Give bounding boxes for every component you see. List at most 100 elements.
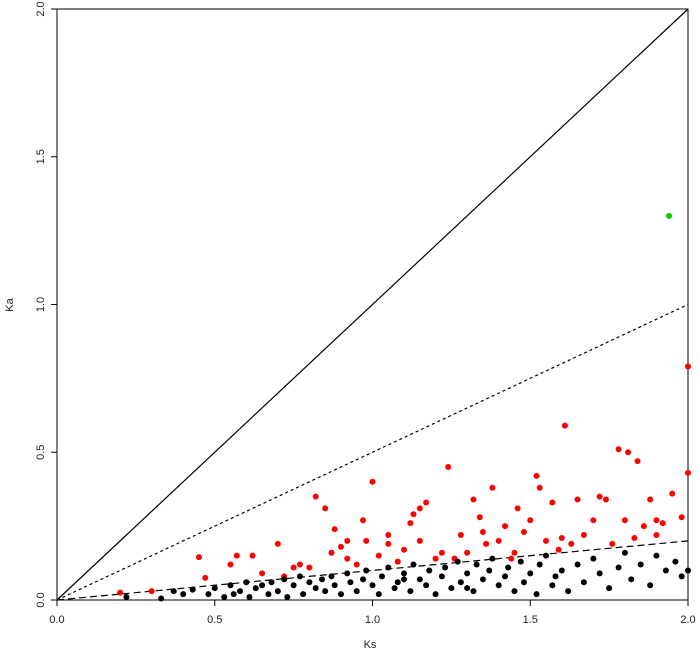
point [375,552,382,559]
point [416,505,423,512]
point [561,422,568,429]
point [416,537,423,544]
point [476,514,483,521]
point [230,591,237,598]
point [685,567,691,574]
point [568,540,575,547]
point [625,449,632,456]
point [274,540,281,547]
point [483,540,490,547]
point [669,490,676,497]
point [290,582,297,589]
point [470,496,477,503]
reference-line [56,540,689,601]
point [319,576,326,583]
point [502,573,509,580]
point [281,576,288,583]
point [438,573,445,580]
point [211,585,218,592]
point [328,573,335,580]
point [322,588,329,595]
point [236,588,243,595]
point [344,537,351,544]
point [678,573,685,580]
x-tick-label: 0.5 [207,614,222,626]
point [195,554,202,561]
point [549,582,556,589]
point [407,588,414,595]
point [495,582,502,589]
point [552,573,559,580]
point [401,546,408,553]
point [533,472,540,479]
point [580,531,587,538]
point [520,529,527,536]
point [653,517,660,524]
y-tick-label: 2.0 [35,1,47,16]
point [401,570,408,577]
point [555,546,562,553]
y-tick-label: 0.0 [35,592,47,607]
point [117,589,124,596]
point [344,570,351,577]
point [426,567,433,574]
point [486,567,493,574]
point [300,591,307,598]
point [653,552,660,559]
point [602,496,609,503]
point [615,564,622,571]
point [170,588,177,595]
point [274,588,281,595]
point [423,582,430,589]
point [423,499,430,506]
point [243,579,250,586]
point [252,585,259,592]
point [517,558,524,565]
point [259,570,266,577]
point [590,555,597,562]
point [558,567,565,574]
y-axis-label: Ka [4,297,16,311]
point [246,594,253,601]
point [296,573,303,580]
point [536,561,543,568]
point [549,499,556,506]
point [543,552,550,559]
point [565,588,572,595]
point [363,537,370,544]
point [489,555,496,562]
point [574,561,581,568]
point [672,558,679,565]
point [410,561,417,568]
point [158,595,165,602]
point [442,564,449,571]
x-tick-label: 1.5 [523,614,538,626]
point [511,588,518,595]
point [628,576,635,583]
point [312,493,319,500]
x-tick-label: 1.0 [365,614,380,626]
point [473,561,480,568]
point [205,591,212,598]
point [401,576,408,583]
point [464,585,471,592]
point [479,576,486,583]
point [394,558,401,565]
point [385,540,392,547]
point [221,594,228,601]
point [227,561,234,568]
point [378,573,385,580]
point [615,446,622,453]
point [385,531,392,538]
point [511,549,518,556]
point [249,552,256,559]
point [596,493,603,500]
point [666,212,673,219]
point [180,591,187,598]
point [634,458,641,465]
point [148,588,155,595]
point [647,582,654,589]
point [306,579,313,586]
point [347,579,354,586]
